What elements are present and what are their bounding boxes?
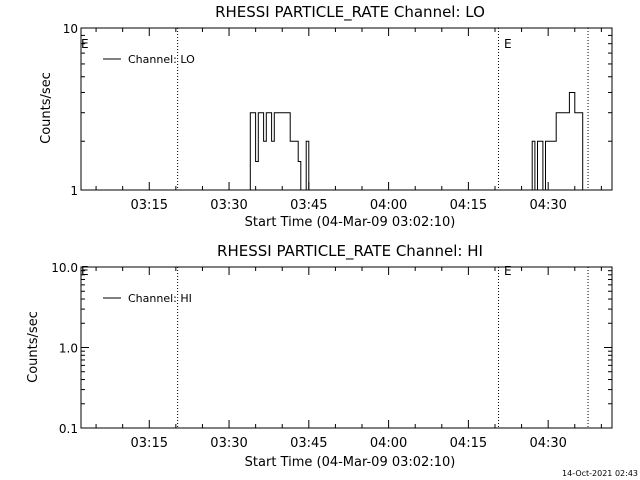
x-tick-label: 04:00 (370, 436, 407, 451)
chart-title: RHESSI PARTICLE_RATE Channel: LO (215, 3, 485, 22)
marker-label: E (504, 264, 512, 278)
x-tick-label: 03:30 (210, 436, 247, 451)
legend-label: Channel: LO (128, 53, 195, 66)
x-tick-label: 04:30 (529, 198, 566, 213)
chart-panel-lo: RHESSI PARTICLE_RATE Channel: LO Counts/… (39, 3, 613, 230)
footer-timestamp: 14-Oct-2021 02:43 (562, 469, 638, 478)
chart-title: RHESSI PARTICLE_RATE Channel: HI (217, 242, 483, 261)
y-tick-label: 1.0 (59, 342, 78, 356)
x-tick-label: 04:15 (450, 436, 487, 451)
y-axis-label: Counts/sec (39, 72, 54, 144)
x-tick-label: 03:15 (131, 436, 168, 451)
y-tick-label: 0.1 (59, 422, 78, 436)
series-line (245, 92, 584, 191)
x-tick-label: 03:30 (210, 198, 247, 213)
x-tick-label: 04:30 (529, 436, 566, 451)
y-tick-label: 10.0 (51, 261, 78, 275)
x-tick-label: 04:00 (370, 198, 407, 213)
x-axis-label: Start Time (04-Mar-09 03:02:10) (245, 455, 456, 470)
legend-label: Channel: HI (128, 292, 192, 305)
y-axis-label: Counts/sec (26, 311, 41, 383)
y-tick-label: 10 (63, 22, 78, 36)
x-tick-label: 04:15 (450, 198, 487, 213)
x-tick-label: 03:45 (290, 436, 327, 451)
marker-label: E (504, 37, 512, 51)
x-axis-label: Start Time (04-Mar-09 03:02:10) (245, 215, 456, 230)
chart-panel-hi: RHESSI PARTICLE_RATE Channel: HI Counts/… (26, 242, 613, 470)
plot-frame (80, 27, 613, 191)
y-tick-label: 1 (70, 184, 78, 198)
x-tick-label: 03:15 (131, 198, 168, 213)
x-tick-label: 03:45 (290, 198, 327, 213)
